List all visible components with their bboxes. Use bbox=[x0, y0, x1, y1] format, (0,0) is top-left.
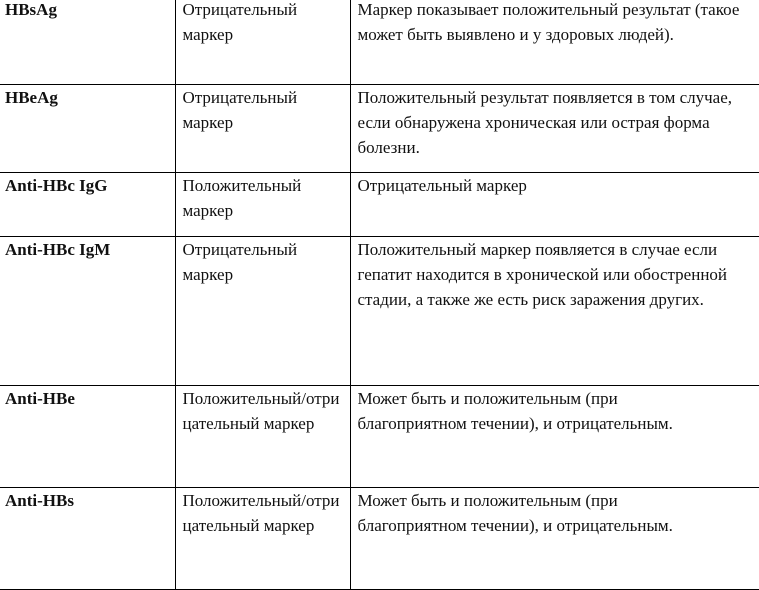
status-cell: Положительный маркер bbox=[174, 171, 351, 237]
table-row: Anti-HBs Положительный/отрицательный мар… bbox=[0, 486, 759, 590]
marker-cell: HBeAg bbox=[0, 83, 176, 173]
table-row: Anti-HBc IgG Положительный маркер Отрица… bbox=[0, 171, 759, 237]
table-row: HBsAg Отрицательный маркер Маркер показы… bbox=[0, 0, 759, 85]
status-cell: Отрицательный маркер bbox=[174, 235, 351, 386]
marker-cell: Anti-HBc IgM bbox=[0, 235, 176, 386]
marker-cell: Anti-HBs bbox=[0, 486, 176, 590]
status-cell: Отрицательный маркер bbox=[174, 0, 351, 85]
marker-cell: Anti-HBe bbox=[0, 384, 176, 488]
note-cell: Положительный результат появляется в том… bbox=[349, 83, 759, 173]
status-cell: Положительный/отрицательный маркер bbox=[174, 384, 351, 488]
note-cell: Положительный маркер появляется в случае… bbox=[349, 235, 759, 386]
note-cell: Отрицательный маркер bbox=[349, 171, 759, 237]
table-row: Anti-HBe Положительный/отрицательный мар… bbox=[0, 384, 759, 488]
status-cell: Положительный/отрицательный маркер bbox=[174, 486, 351, 590]
note-cell: Маркер показывает положительный результа… bbox=[349, 0, 759, 85]
note-cell: Может быть и положительным (при благопри… bbox=[349, 384, 759, 488]
table-row: Anti-HBc IgM Отрицательный маркер Положи… bbox=[0, 235, 759, 386]
status-cell: Отрицательный маркер bbox=[174, 83, 351, 173]
table-row: HBeAg Отрицательный маркер Положительный… bbox=[0, 83, 759, 173]
marker-cell: Anti-HBc IgG bbox=[0, 171, 176, 237]
note-cell: Может быть и положительным (при благопри… bbox=[349, 486, 759, 590]
marker-cell: HBsAg bbox=[0, 0, 176, 85]
